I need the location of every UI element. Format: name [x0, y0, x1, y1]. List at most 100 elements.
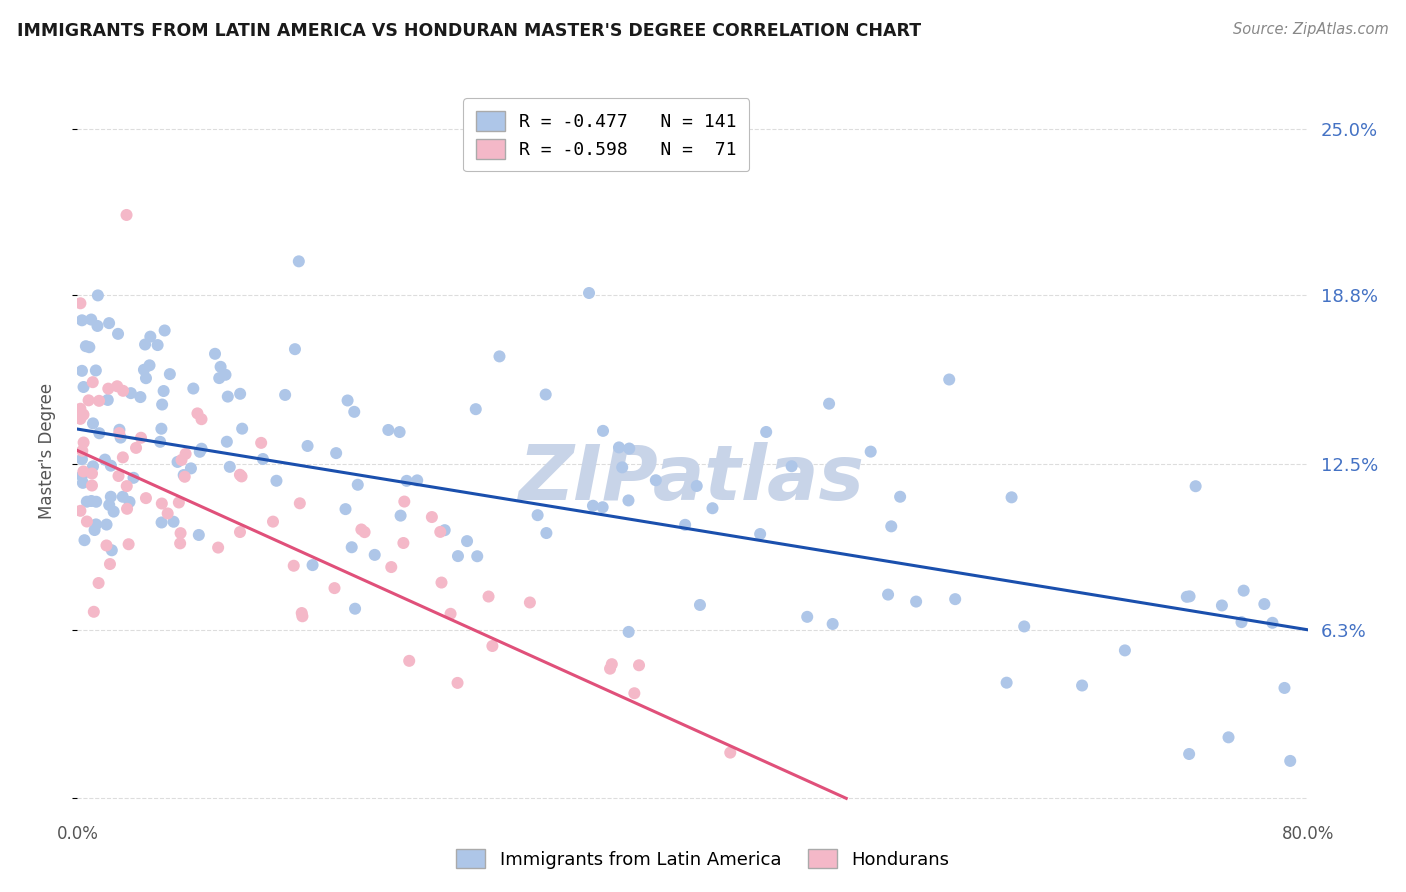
Point: [578, 285, 600, 300]
Point: [619, 442, 641, 456]
Point: [377, 423, 399, 437]
Point: [1184, 479, 1206, 493]
Point: [465, 549, 488, 564]
Point: [995, 675, 1018, 690]
Point: [79, 340, 101, 354]
Point: [69, 504, 91, 518]
Point: [447, 549, 470, 563]
Point: [115, 501, 138, 516]
Point: [204, 347, 226, 361]
Point: [325, 446, 347, 460]
Point: [70, 364, 93, 378]
Point: [173, 469, 195, 483]
Point: [252, 452, 274, 467]
Point: [343, 405, 366, 419]
Point: [149, 434, 172, 449]
Point: [1253, 597, 1275, 611]
Point: [488, 350, 510, 364]
Point: [380, 560, 402, 574]
Point: [905, 594, 928, 608]
Point: [1218, 731, 1240, 745]
Point: [170, 453, 193, 467]
Point: [96, 517, 118, 532]
Point: [72, 443, 94, 458]
Point: [297, 439, 319, 453]
Point: [821, 617, 844, 632]
Point: [139, 329, 162, 343]
Point: [214, 368, 236, 382]
Point: [80, 467, 103, 481]
Point: [132, 363, 155, 377]
Point: [87, 576, 110, 591]
Point: [1274, 681, 1296, 695]
Point: [146, 338, 169, 352]
Point: [231, 469, 253, 483]
Point: [80, 478, 103, 492]
Y-axis label: Master's Degree: Master's Degree: [38, 383, 56, 518]
Point: [207, 541, 229, 555]
Point: [98, 498, 121, 512]
Point: [291, 609, 314, 624]
Point: [190, 442, 212, 456]
Point: [84, 494, 107, 508]
Point: [103, 505, 125, 519]
Point: [111, 490, 134, 504]
Point: [612, 460, 634, 475]
Point: [129, 390, 152, 404]
Point: [323, 581, 346, 595]
Point: [673, 517, 696, 532]
Point: [394, 494, 416, 508]
Point: [718, 746, 741, 760]
Point: [73, 533, 96, 548]
Point: [98, 557, 121, 571]
Point: [456, 534, 478, 549]
Point: [174, 447, 197, 461]
Point: [180, 461, 202, 475]
Point: [477, 590, 499, 604]
Point: [112, 384, 135, 398]
Point: [134, 337, 156, 351]
Point: [86, 318, 108, 333]
Point: [464, 402, 486, 417]
Legend: Immigrants from Latin America, Hondurans: Immigrants from Latin America, Hondurans: [449, 841, 957, 876]
Point: [818, 397, 841, 411]
Point: [152, 384, 174, 398]
Point: [72, 380, 94, 394]
Point: [274, 388, 297, 402]
Point: [600, 657, 623, 672]
Point: [118, 495, 141, 509]
Point: [135, 491, 157, 505]
Point: [519, 595, 541, 609]
Point: [481, 639, 503, 653]
Point: [115, 479, 138, 493]
Point: [526, 508, 548, 523]
Point: [83, 523, 105, 537]
Point: [105, 379, 128, 393]
Point: [1178, 590, 1201, 604]
Point: [150, 516, 173, 530]
Point: [1233, 583, 1256, 598]
Point: [288, 254, 311, 268]
Point: [1114, 643, 1136, 657]
Point: [115, 208, 138, 222]
Point: [364, 548, 387, 562]
Point: [534, 387, 557, 401]
Point: [1175, 590, 1198, 604]
Point: [340, 541, 363, 555]
Point: [859, 444, 882, 458]
Point: [150, 496, 173, 510]
Point: [173, 468, 195, 483]
Point: [702, 501, 724, 516]
Point: [749, 527, 772, 541]
Point: [70, 452, 93, 467]
Point: [108, 426, 131, 441]
Point: [135, 371, 157, 385]
Point: [120, 386, 142, 401]
Point: [166, 455, 188, 469]
Point: [433, 523, 456, 537]
Point: [336, 393, 359, 408]
Point: [1012, 619, 1035, 633]
Point: [125, 441, 148, 455]
Point: [592, 424, 614, 438]
Point: [392, 536, 415, 550]
